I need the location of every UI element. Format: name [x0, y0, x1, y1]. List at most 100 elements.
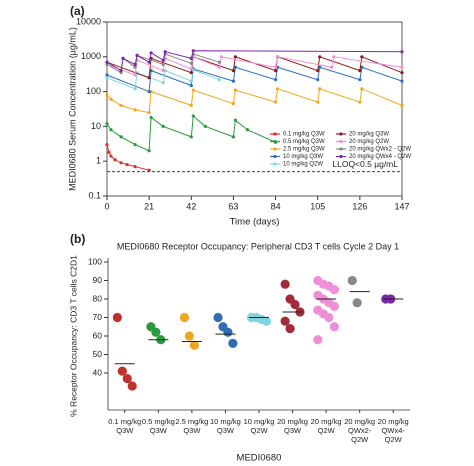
data-point: [161, 62, 165, 67]
data-point: [347, 275, 357, 286]
data-point: [231, 135, 236, 139]
y-tick-label: 10: [91, 121, 101, 131]
data-point: [245, 128, 250, 132]
data-point: [151, 327, 161, 337]
series-line: [106, 56, 403, 76]
x-tick-label: 20 mg/kg QWx4-Q2W: [378, 417, 409, 444]
y-tick-label: 60: [93, 330, 103, 340]
legend-label: 20 mg/kg Q2W: [349, 139, 389, 145]
x-axis-label: MEDI0680: [237, 453, 282, 464]
y-tick-label: 1000: [81, 51, 101, 61]
data-point: [273, 100, 278, 104]
data-point: [109, 128, 113, 132]
legend-swatch-dot: [273, 139, 277, 144]
data-point: [219, 55, 223, 59]
data-point: [189, 61, 193, 65]
y-tick-label: 100: [88, 256, 102, 266]
x-tick-label: 0.5 mg/kg Q3W: [142, 417, 175, 435]
data-point: [358, 78, 362, 82]
data-point: [360, 87, 364, 91]
data-point: [273, 69, 278, 73]
series-line: [106, 114, 276, 152]
data-point: [329, 301, 339, 311]
data-point: [133, 164, 137, 169]
data-point: [217, 78, 221, 82]
x-tick-label: 105: [310, 201, 325, 211]
x-tick-label: 20 mg/kg QWx2-Q2W: [344, 417, 375, 444]
data-point: [121, 56, 125, 60]
y-tick-label: 0.1: [88, 190, 101, 200]
data-point: [189, 83, 193, 88]
data-point: [109, 154, 113, 158]
data-point: [400, 79, 404, 83]
data-point: [105, 60, 109, 64]
legend-label: 2.5 mg/kg Q3W: [283, 147, 325, 153]
data-point: [360, 65, 364, 69]
data-point: [119, 135, 123, 139]
data-point: [273, 78, 278, 82]
data-point: [189, 340, 199, 350]
legend-swatch-dot: [273, 162, 277, 166]
x-tick-label: 84: [271, 201, 281, 211]
data-point: [313, 335, 323, 345]
data-point: [275, 55, 280, 59]
data-point: [113, 158, 117, 162]
data-point: [273, 65, 278, 69]
data-point: [233, 118, 238, 122]
data-point: [147, 76, 151, 80]
data-point: [117, 366, 127, 376]
data-point: [217, 60, 221, 64]
data-point: [107, 150, 111, 154]
data-point: [213, 312, 223, 323]
data-point: [161, 124, 165, 128]
data-point: [133, 73, 137, 77]
data-point: [360, 55, 364, 59]
y-axis-label: % Receptor Occupancy: CD3 T cells C2D1: [68, 255, 78, 417]
data-point: [280, 279, 290, 289]
data-point: [203, 124, 207, 128]
legend-swatch-dot: [339, 154, 343, 159]
data-point: [233, 88, 238, 92]
data-point: [125, 162, 129, 167]
legend-label: 10 mg/kg Q3W: [283, 154, 323, 160]
x-tick-label: 21: [144, 201, 154, 211]
data-point: [179, 312, 190, 323]
data-point: [233, 65, 238, 69]
data-point: [261, 316, 272, 326]
x-tick-label: 10 mg/kg Q2W: [244, 417, 275, 435]
data-point: [105, 62, 109, 67]
data-point: [223, 327, 233, 337]
data-point: [161, 69, 165, 73]
y-tick-label: 80: [93, 293, 103, 303]
data-point: [161, 58, 165, 62]
x-tick-label: 42: [186, 201, 196, 211]
y-tick-label: 40: [93, 367, 103, 377]
data-point: [318, 55, 322, 59]
legend-label: 20 mg/kg QWx4 - Q2W: [349, 154, 411, 160]
data-point: [147, 168, 151, 172]
x-tick-label: 126: [352, 201, 367, 211]
y-tick-label: 90: [93, 275, 103, 285]
legend-swatch-dot: [273, 147, 277, 151]
x-tick-label: 20 mg/kg Q3W: [277, 417, 308, 435]
data-point: [231, 102, 236, 106]
data-point: [318, 87, 322, 91]
legend-label: 0.1 mg/kg Q3W: [283, 132, 325, 138]
x-tick-label: 63: [228, 201, 238, 211]
data-point: [324, 312, 334, 323]
data-point: [330, 65, 334, 69]
data-point: [352, 298, 362, 308]
data-point: [329, 285, 339, 295]
legend-swatch-dot: [273, 154, 277, 159]
y-tick-label: 10000: [76, 16, 101, 26]
data-point: [119, 161, 123, 165]
data-point: [332, 55, 336, 59]
data-point: [231, 79, 236, 83]
data-point: [189, 135, 193, 139]
data-point: [147, 60, 151, 64]
data-point: [161, 81, 165, 85]
data-point: [105, 76, 109, 80]
data-point: [109, 97, 113, 101]
data-point: [122, 373, 132, 384]
data-point: [290, 299, 300, 310]
